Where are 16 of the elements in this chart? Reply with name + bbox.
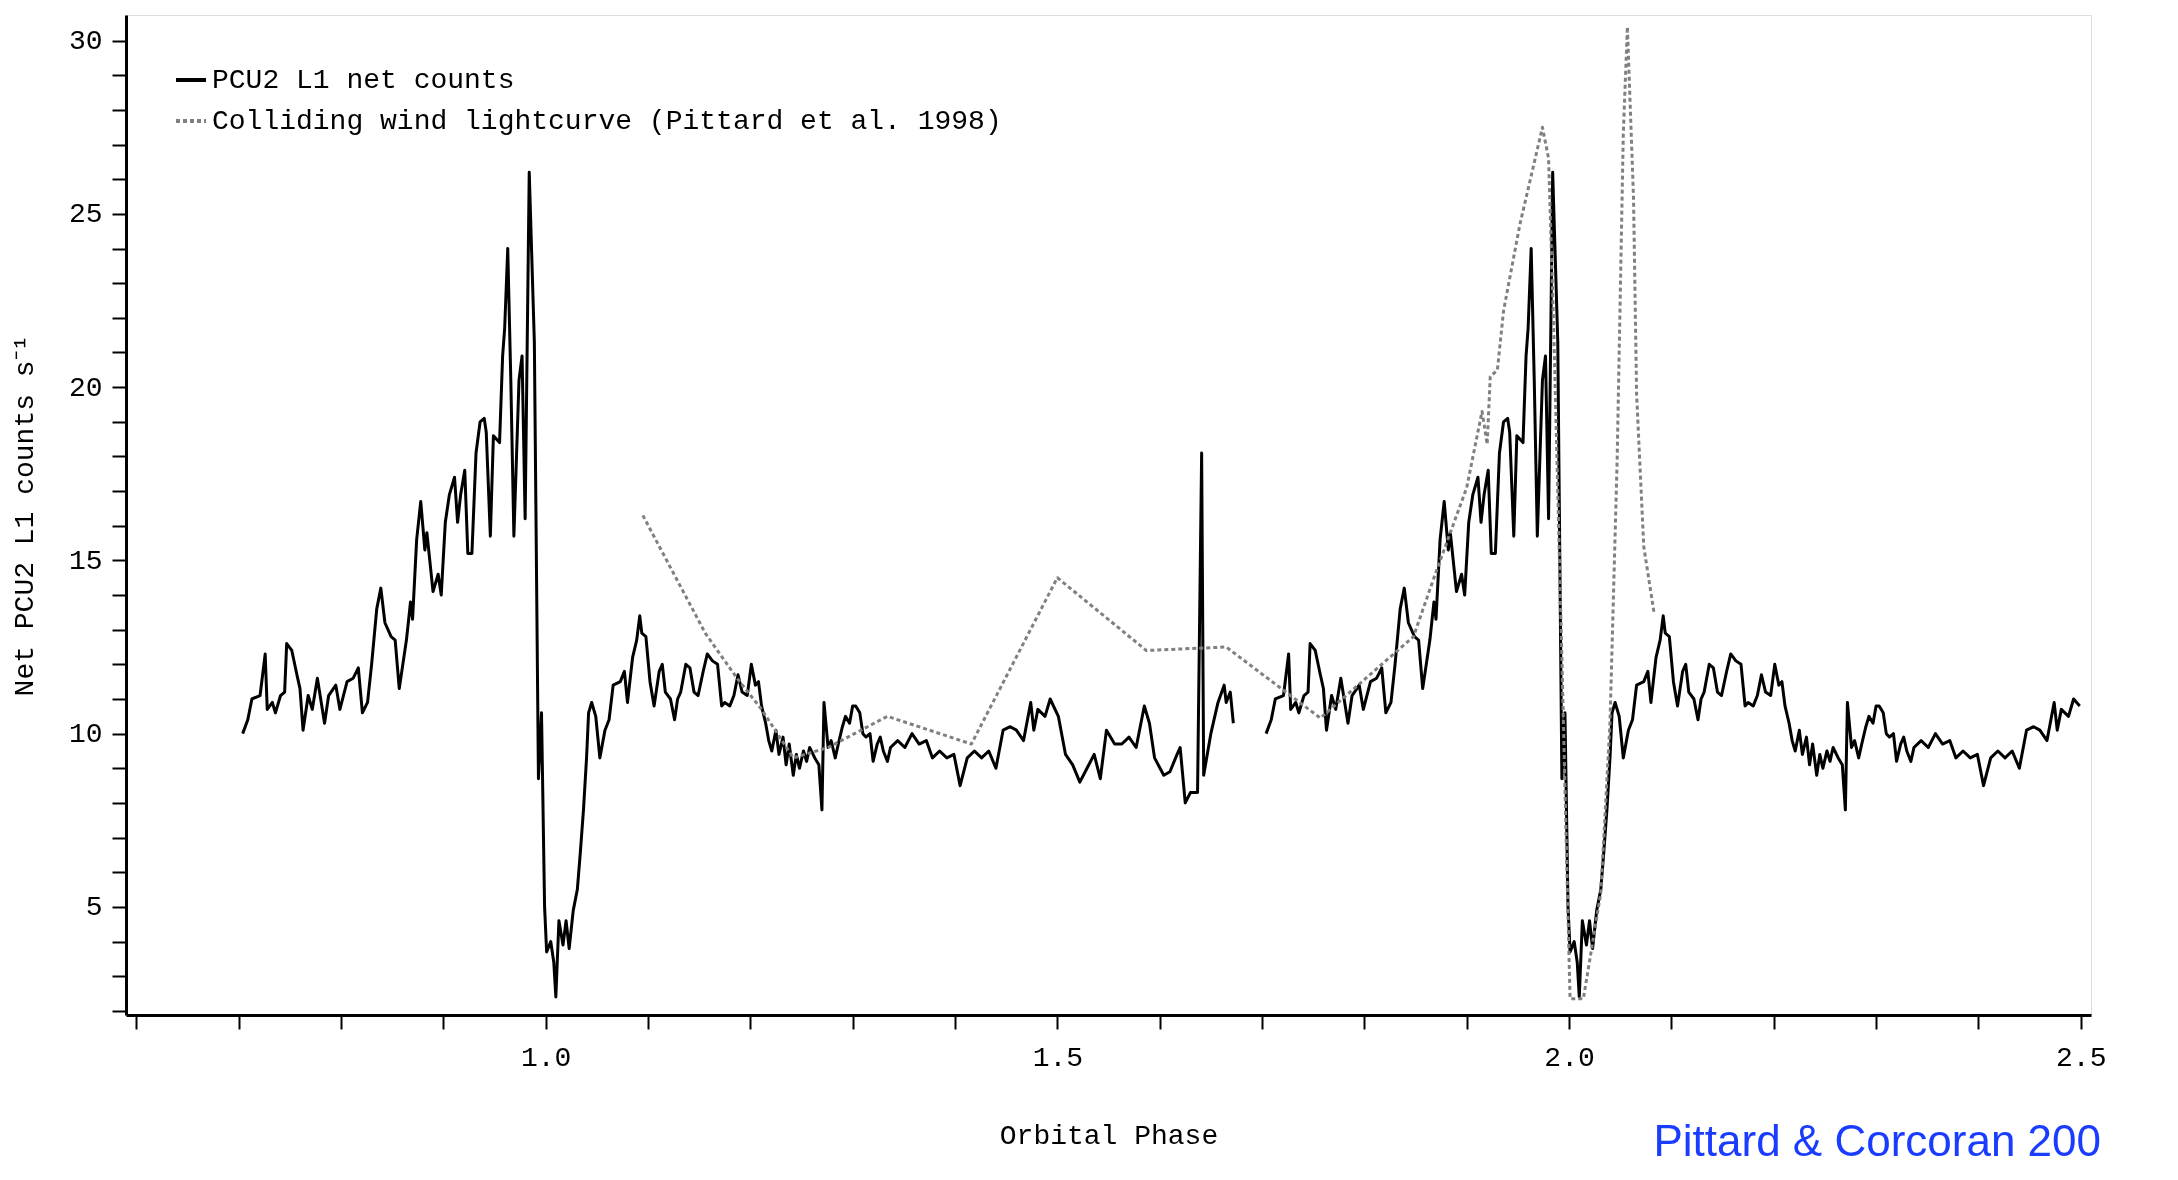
x-tick-label: 1.0 [520, 1042, 572, 1074]
line-series [641, 25, 1656, 1001]
y-tick-label: 20 [68, 372, 103, 404]
y-tick-label: 25 [68, 199, 103, 231]
x-tick-label: 1.5 [1032, 1042, 1084, 1074]
y-tick-label: 15 [68, 545, 103, 577]
x-tick-label: 2.0 [1544, 1042, 1595, 1074]
text: Pittard & Corcoran 200 [1653, 1116, 2101, 1165]
x-tick-label: 2.5 [2056, 1042, 2107, 1074]
y-tick-label: 5 [85, 892, 103, 924]
legend-label: Colliding wind lightcurve (Pittard et al. 1998) [212, 106, 1002, 137]
y-tick-label: 30 [68, 26, 103, 58]
x-axis-title: Orbital Phase [999, 1120, 1219, 1152]
y-axis-title: Net PCU2 L1 counts s⁻¹ [9, 334, 41, 697]
legend-label: PCU2 L1 net counts [212, 65, 515, 96]
y-tick-label: 10 [68, 719, 103, 751]
